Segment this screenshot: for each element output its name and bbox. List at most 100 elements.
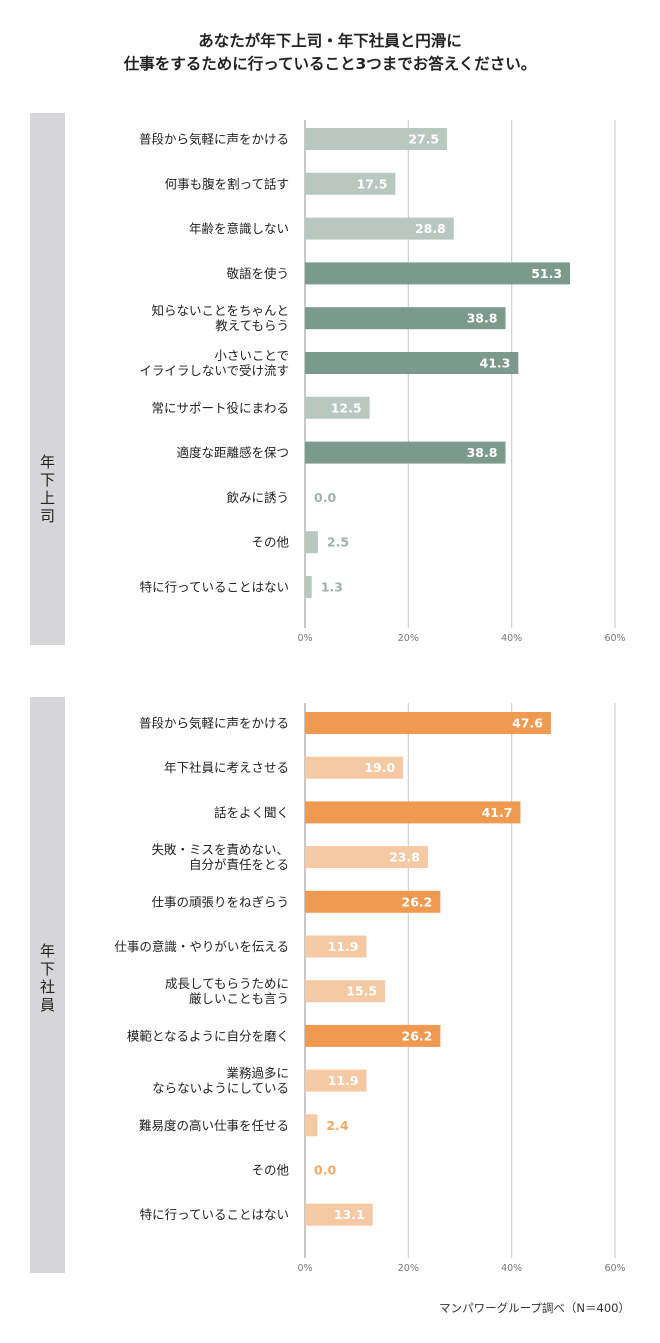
data-label: 26.2 xyxy=(402,1028,433,1043)
category-label: 常にサポート役にまわる xyxy=(151,400,289,415)
bar xyxy=(305,531,318,554)
tick-label: 60% xyxy=(604,1263,625,1274)
data-label: 15.5 xyxy=(346,984,377,999)
data-label: 38.8 xyxy=(467,311,498,326)
category-label: 普段から気軽に声をかける xyxy=(139,716,289,731)
category-label: 成長してもらうために厳しいことも言う xyxy=(165,976,289,1006)
bar xyxy=(305,1114,318,1137)
category-label: 適度な距離感を保つ xyxy=(176,445,289,460)
category-label: 仕事の頑張りをねぎらう xyxy=(151,894,289,909)
category-label: 話をよく聞く xyxy=(214,805,289,820)
category-label: その他 xyxy=(251,1163,289,1178)
bar xyxy=(305,217,454,240)
bar xyxy=(305,396,370,419)
group-sidebar-superior: 年下上司 xyxy=(30,113,65,645)
bar xyxy=(305,890,441,913)
category-label-line: 教えてもらう xyxy=(215,318,289,333)
bar xyxy=(305,846,428,869)
data-label: 28.8 xyxy=(415,221,446,236)
category-label-line: ならないようにしている xyxy=(152,1081,289,1096)
bar xyxy=(305,935,367,958)
category-label: 敬語を使う xyxy=(226,266,289,281)
title-line-2: 仕事をするために行っていること3つまでお答えください。 xyxy=(123,55,537,73)
category-label-line: 敬語を使う xyxy=(226,266,289,281)
data-label: 41.3 xyxy=(480,356,511,371)
tick-label: 20% xyxy=(398,1263,419,1274)
data-label: 51.3 xyxy=(531,266,562,281)
category-label-line: 特に行っていることはない xyxy=(140,580,289,595)
category-label: 業務過多にならないようにしている xyxy=(152,1066,289,1096)
bar xyxy=(305,262,571,285)
tick-label: 40% xyxy=(501,633,522,644)
data-label: 2.4 xyxy=(326,1118,348,1133)
category-label-line: 飲みに誘う xyxy=(226,490,289,505)
tick-label: 40% xyxy=(501,1263,522,1274)
bar xyxy=(305,1024,441,1047)
bar xyxy=(305,980,386,1003)
data-label: 23.8 xyxy=(389,850,420,865)
category-label: 年齢を意識しない xyxy=(189,221,289,236)
data-label: 19.0 xyxy=(364,760,395,775)
category-label: 小さいことでイライラしないで受け流す xyxy=(139,348,289,378)
data-label: 41.7 xyxy=(482,805,513,820)
data-label: 26.2 xyxy=(402,894,433,909)
bar xyxy=(305,307,506,330)
category-label-line: その他 xyxy=(251,1163,289,1178)
data-label: 13.1 xyxy=(334,1207,365,1222)
bar xyxy=(305,352,519,374)
bar xyxy=(305,441,506,464)
category-label-line: 小さいことで xyxy=(214,348,289,363)
data-label: 17.5 xyxy=(357,176,388,191)
data-label: 11.9 xyxy=(328,1073,359,1088)
category-label-line: 仕事の意識・やりがいを伝える xyxy=(114,939,289,954)
category-label: 何事も腹を割って話す xyxy=(165,176,289,191)
category-label-line: 自分が責任をとる xyxy=(189,857,289,872)
category-label-line: 何事も腹を割って話す xyxy=(165,176,289,191)
category-label: 普段から気軽に声をかける xyxy=(139,132,289,147)
data-label: 1.3 xyxy=(321,580,343,595)
tick-label: 0% xyxy=(297,633,312,644)
data-label: 2.5 xyxy=(327,535,349,550)
category-label: 模範となるように自分を磨く xyxy=(127,1028,289,1043)
category-label-line: 普段から気軽に声をかける xyxy=(139,132,289,147)
source-note: マンパワーグループ調べ（N＝400） xyxy=(439,1301,630,1315)
category-label: 難易度の高い仕事を任せる xyxy=(139,1118,289,1133)
category-label-line: 年下社員に考えさせる xyxy=(164,760,289,775)
category-label-line: 成長してもらうために xyxy=(165,976,289,991)
group-sidebar-junior: 年下社員 xyxy=(30,697,65,1273)
category-label-line: 厳しいことも言う xyxy=(189,991,289,1006)
bar xyxy=(305,1203,373,1226)
category-label-line: 知らないことをちゃんと xyxy=(151,303,289,318)
category-label-line: 模範となるように自分を磨く xyxy=(127,1028,289,1043)
data-label: 38.8 xyxy=(467,445,498,460)
category-label-line: 難易度の高い仕事を任せる xyxy=(139,1118,289,1133)
data-label: 47.6 xyxy=(512,716,543,731)
category-label: 仕事の意識・やりがいを伝える xyxy=(114,939,289,954)
category-label-line: 特に行っていることはない xyxy=(140,1207,289,1222)
bar xyxy=(305,756,404,779)
category-label-line: 失敗・ミスを責めない、 xyxy=(151,842,289,857)
category-label-line: 普段から気軽に声をかける xyxy=(139,716,289,731)
category-label-line: 業務過多に xyxy=(226,1066,289,1081)
bar xyxy=(305,128,448,150)
bar xyxy=(305,576,312,598)
category-label: 特に行っていることはない xyxy=(140,1207,289,1222)
bar xyxy=(305,1069,367,1092)
category-label: 失敗・ミスを責めない、自分が責任をとる xyxy=(151,842,289,872)
category-label-line: 適度な距離感を保つ xyxy=(176,445,289,460)
tick-label: 0% xyxy=(297,1263,312,1274)
data-label: 27.5 xyxy=(408,132,439,147)
category-label-line: イライラしないで受け流す xyxy=(139,363,289,378)
bar xyxy=(305,801,521,824)
tick-label: 20% xyxy=(398,633,419,644)
tick-label: 60% xyxy=(604,633,625,644)
data-label: 0.0 xyxy=(314,490,336,505)
category-label-line: 年齢を意識しない xyxy=(189,221,289,236)
category-label-line: 常にサポート役にまわる xyxy=(151,400,289,415)
category-label-line: その他 xyxy=(251,535,289,550)
category-label: 知らないことをちゃんと教えてもらう xyxy=(151,303,289,333)
title-line-1: あなたが年下上司・年下社員と円滑に xyxy=(198,32,462,50)
group-label-superior: 年下上司 xyxy=(39,453,55,525)
